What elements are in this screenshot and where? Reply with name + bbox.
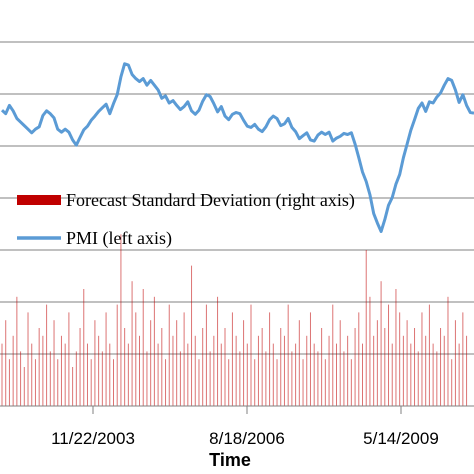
forecast-sd-bars xyxy=(1,234,468,406)
x-tick-label: 8/18/2006 xyxy=(209,429,285,448)
x-axis-title: Time xyxy=(209,450,251,470)
x-axis-ticks xyxy=(92,406,402,414)
legend: Forecast Standard Deviation (right axis)… xyxy=(17,190,355,249)
legend-swatch-forecast-sd xyxy=(17,195,61,205)
gridlines xyxy=(0,41,474,355)
pmi-line-layer xyxy=(0,62,474,233)
x-tick-label: 5/14/2009 xyxy=(363,429,439,448)
legend-label-pmi: PMI (left axis) xyxy=(66,228,172,249)
x-tick-label: 11/22/2003 xyxy=(51,429,135,448)
pmi-line xyxy=(0,62,474,233)
legend-label-forecast-sd: Forecast Standard Deviation (right axis) xyxy=(66,190,355,211)
